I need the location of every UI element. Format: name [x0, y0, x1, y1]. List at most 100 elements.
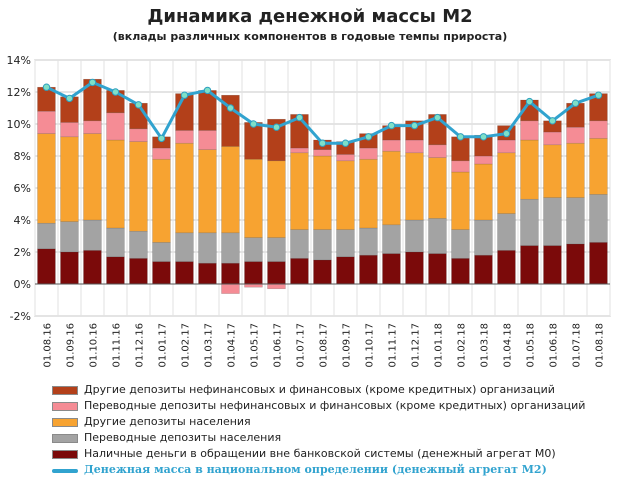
m2-line-point — [456, 133, 465, 141]
x-tick-label: 01.12.16 — [135, 323, 146, 368]
bar-segment — [474, 254, 493, 285]
y-tick-label: 12% — [7, 86, 31, 99]
m2-line-point — [502, 129, 511, 138]
bar-segment — [106, 139, 125, 229]
bar-segment — [290, 147, 309, 154]
bar-segment — [60, 136, 79, 222]
bar-segment — [474, 219, 493, 256]
legend-item-m2-line: Денежная масса в национальном определени… — [52, 462, 612, 478]
bar-segment — [152, 242, 171, 262]
m2-line-point — [410, 121, 419, 130]
legend-item-other-org-deposits: Другие депозиты нефинансовых и финансовы… — [52, 382, 612, 398]
bar-segment — [221, 283, 240, 294]
bar-segment — [382, 224, 401, 254]
bar-segment — [428, 218, 447, 254]
bar-segment — [244, 158, 263, 238]
bar-segment — [106, 256, 125, 285]
m2-line-point — [387, 121, 396, 130]
legend-swatch — [52, 418, 78, 427]
x-tick-label: 01.05.18 — [526, 323, 537, 368]
bar-segment — [405, 152, 424, 221]
x-tick-label: 01.03.18 — [480, 323, 491, 368]
m2-line-point — [272, 123, 281, 131]
bar-segment — [336, 256, 355, 285]
m2-line-point — [134, 101, 143, 109]
bars — [37, 78, 608, 294]
bar-segment — [267, 261, 286, 285]
y-tick-label: 0% — [14, 278, 31, 291]
bar-segment — [336, 229, 355, 258]
bar-segment — [152, 158, 171, 243]
legend-swatch — [52, 402, 78, 411]
y-tick-label: 4% — [14, 214, 31, 227]
bar-segment — [313, 155, 332, 230]
legend-swatch — [52, 386, 78, 395]
axes: 14% 12% 10% 8% 6% 4% 2% 0% -2% 01.08.16 01.09.16 01… — [7, 54, 610, 368]
legend-label: Переводные депозиты населения — [84, 431, 282, 444]
x-tick-label: 01.04.17 — [227, 323, 238, 368]
bar-segment — [566, 142, 585, 198]
m2-line-point — [42, 83, 51, 91]
bar-segment — [336, 154, 355, 162]
bar-segment — [589, 138, 608, 195]
bar-segment — [313, 259, 332, 285]
bar-segment — [313, 149, 332, 157]
bar-segment — [428, 157, 447, 219]
bar-segment — [290, 258, 309, 285]
x-tick-label: 01.08.18 — [595, 323, 606, 368]
bar-segment — [83, 133, 102, 221]
x-tick-label: 01.07.18 — [572, 323, 583, 368]
bar-segment — [60, 221, 79, 253]
x-tick-label: 01.04.18 — [503, 323, 514, 368]
bar-segment — [382, 150, 401, 226]
bar-segment — [497, 152, 516, 214]
bar-segment — [290, 152, 309, 230]
bar-segment — [267, 283, 286, 290]
x-tick-label: 01.02.18 — [457, 323, 468, 368]
bar-segment — [221, 232, 240, 264]
chart-title: Динамика денежной массы М2 — [147, 6, 473, 27]
bar-segment — [175, 261, 194, 285]
m2-line-point — [65, 94, 74, 103]
bar-segment — [244, 122, 263, 160]
x-tick-label: 01.07.17 — [296, 323, 307, 368]
m2-line-point — [594, 91, 603, 99]
bar-segment — [589, 120, 608, 139]
bar-segment — [474, 163, 493, 221]
legend-label: Другие депозиты населения — [84, 415, 251, 428]
bar-segment — [405, 139, 424, 154]
bar-segment — [175, 142, 194, 234]
bar-segment — [405, 219, 424, 253]
bar-segment — [60, 251, 79, 285]
bar-segment — [37, 110, 56, 134]
bar-segment — [566, 197, 585, 245]
x-tick-label: 01.05.17 — [250, 323, 261, 368]
bar-segment — [520, 120, 539, 141]
bar-segment — [83, 120, 102, 134]
bar-segment — [267, 237, 286, 262]
m2-line-point — [180, 91, 189, 99]
x-tick-label: 01.01.18 — [434, 323, 445, 368]
x-tick-label: 01.01.17 — [158, 323, 169, 368]
bar-segment — [129, 258, 148, 285]
m2-line-point — [479, 133, 488, 141]
stacked-bar-chart: 14% 12% 10% 8% 6% 4% 2% 0% -2% 01.08.16 01.09.16 01… — [7, 54, 611, 368]
m2-line-point — [318, 139, 327, 147]
chart-subtitle: (вклады различных компонентов в годовые … — [112, 30, 508, 43]
bar-segment — [175, 232, 194, 262]
legend-label: Переводные депозиты нефинансовых и финан… — [84, 399, 586, 412]
bar-segment — [382, 253, 401, 285]
x-tick-label: 01.10.17 — [365, 323, 376, 368]
bar-segment — [60, 122, 79, 138]
bar-segment — [221, 146, 240, 234]
bar-segment — [359, 254, 378, 285]
legend-label: Другие депозиты нефинансовых и финансовы… — [84, 383, 555, 396]
y-tick-label: 2% — [14, 246, 31, 259]
bar-segment — [474, 155, 493, 165]
bar-segment — [198, 149, 217, 234]
bar-segment — [520, 139, 539, 200]
bar-segment — [129, 230, 148, 259]
bar-segment — [152, 147, 171, 160]
bar-segment — [83, 219, 102, 251]
y-tick-label: 10% — [7, 118, 31, 131]
